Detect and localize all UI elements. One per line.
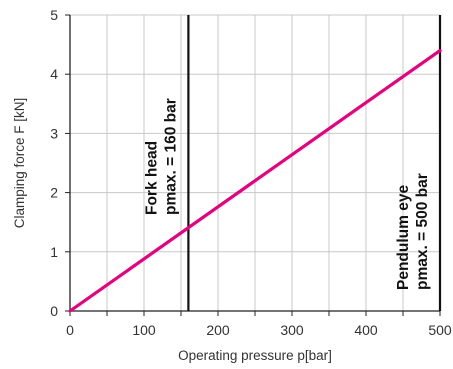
reference-line-label: Pendulum eye	[395, 185, 412, 290]
reference-line-label: pmax. = 500 bar	[414, 173, 431, 290]
reference-line-label: pmax. = 160 bar	[162, 98, 179, 215]
series-layer	[68, 48, 442, 313]
y-tick-label: 5	[50, 7, 58, 23]
y-tick-label: 2	[50, 185, 58, 201]
x-tick-label: 500	[428, 322, 452, 338]
x-tick-label: 100	[132, 322, 156, 338]
y-axis-label: Clamping force F [kN]	[12, 98, 27, 229]
y-tick-label: 4	[50, 66, 58, 82]
x-tick-label: 400	[354, 322, 378, 338]
y-tick-label: 1	[50, 244, 58, 260]
axes	[65, 14, 441, 316]
y-tick-label: 0	[50, 303, 58, 319]
x-tick-label: 200	[206, 322, 230, 338]
x-tick-label: 0	[66, 322, 74, 338]
reference-line-label: Fork head	[143, 141, 160, 215]
series-line	[68, 48, 442, 313]
grid	[70, 14, 440, 311]
y-tick-label: 3	[50, 125, 58, 141]
x-axis-label: Operating pressure p[bar]	[178, 348, 332, 363]
x-tick-label: 300	[280, 322, 304, 338]
tick-labels: 0 100 200 300 400 500 0 1 2 3 4 5	[50, 7, 452, 338]
reference-lines: Fork head pmax. = 160 bar Pendulum eye pmax…	[143, 15, 442, 311]
